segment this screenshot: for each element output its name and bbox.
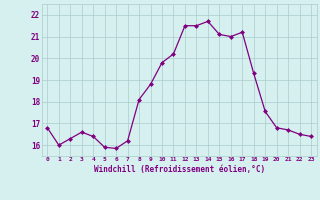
X-axis label: Windchill (Refroidissement éolien,°C): Windchill (Refroidissement éolien,°C)	[94, 165, 265, 174]
